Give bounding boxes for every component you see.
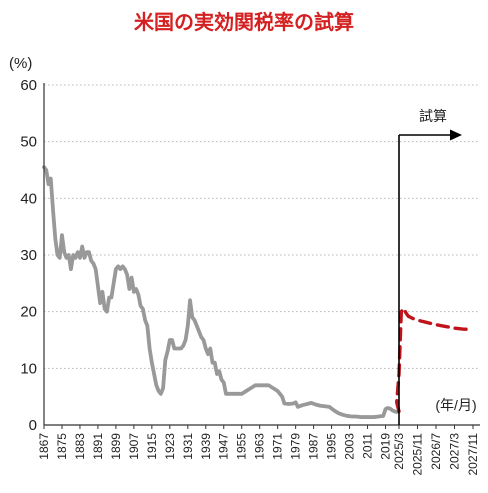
x-tick-label-1939: 1939 [199, 433, 213, 460]
historical-series-line [42, 165, 399, 419]
x-tick-label-1979: 1979 [289, 433, 303, 460]
x-tick-label-1891: 1891 [91, 433, 105, 460]
y-tick-label-0: 0 [29, 417, 37, 434]
x-tick-label-2027-11: 2027/11 [466, 433, 480, 476]
x-tick-label-2019: 2019 [379, 433, 393, 460]
x-tick-label-2003: 2003 [343, 433, 357, 460]
forecast-series-line [394, 306, 475, 414]
x-tick-label-1899: 1899 [109, 433, 123, 460]
y-axis-unit-label: (%) [9, 55, 32, 72]
y-tick-label-40: 40 [20, 190, 37, 207]
x-tick-label-1955: 1955 [235, 433, 249, 460]
x-tick-label-2011: 2011 [361, 433, 375, 459]
y-tick-label-60: 60 [20, 77, 37, 94]
x-tick-label-1875: 1875 [55, 433, 69, 460]
x-tick-label-1923: 1923 [163, 433, 177, 460]
x-tick-label-1947: 1947 [217, 433, 231, 460]
y-tick-label-10: 10 [20, 360, 37, 377]
y-tick-label-20: 20 [20, 304, 37, 321]
x-tick-label-2025-3: 2025/3 [392, 433, 406, 470]
series-lines [42, 165, 475, 419]
gridlines [44, 84, 480, 369]
axes [43, 83, 480, 426]
x-tick-label-1931: 1931 [181, 433, 195, 460]
x-tick-label-1907: 1907 [127, 433, 141, 460]
y-tick-label-30: 30 [20, 247, 37, 264]
x-tick-label-1987: 1987 [307, 433, 321, 460]
forecast-label: 試算 [419, 108, 447, 124]
x-tick-label-2025-11: 2025/11 [411, 433, 425, 476]
x-axis-unit-label: (年/月) [435, 397, 476, 413]
x-tick-label-1995: 1995 [325, 433, 339, 460]
y-tick-label-50: 50 [20, 134, 37, 151]
x-tick-label-1883: 1883 [73, 433, 87, 460]
x-tick-label-1867: 1867 [37, 433, 51, 460]
chart-title: 米国の実効関税率の試算 [134, 10, 354, 34]
x-tick-label-1963: 1963 [253, 433, 267, 460]
forecast-arrow-head-icon [450, 129, 462, 141]
x-tick-label-2027-3: 2027/3 [448, 433, 462, 470]
x-tick-label-1971: 1971 [271, 433, 285, 460]
x-tick-label-2026-7: 2026/7 [429, 433, 443, 470]
x-tick-label-1915: 1915 [145, 433, 159, 460]
x-axis-ticks: 1867 1875 1883 1891 1899 1907 1915 1923 1931 1939… [37, 425, 480, 476]
forecast-annotation: 試算 [398, 108, 462, 425]
y-axis-ticks: 0 10 20 30 40 50 60 [20, 77, 37, 434]
